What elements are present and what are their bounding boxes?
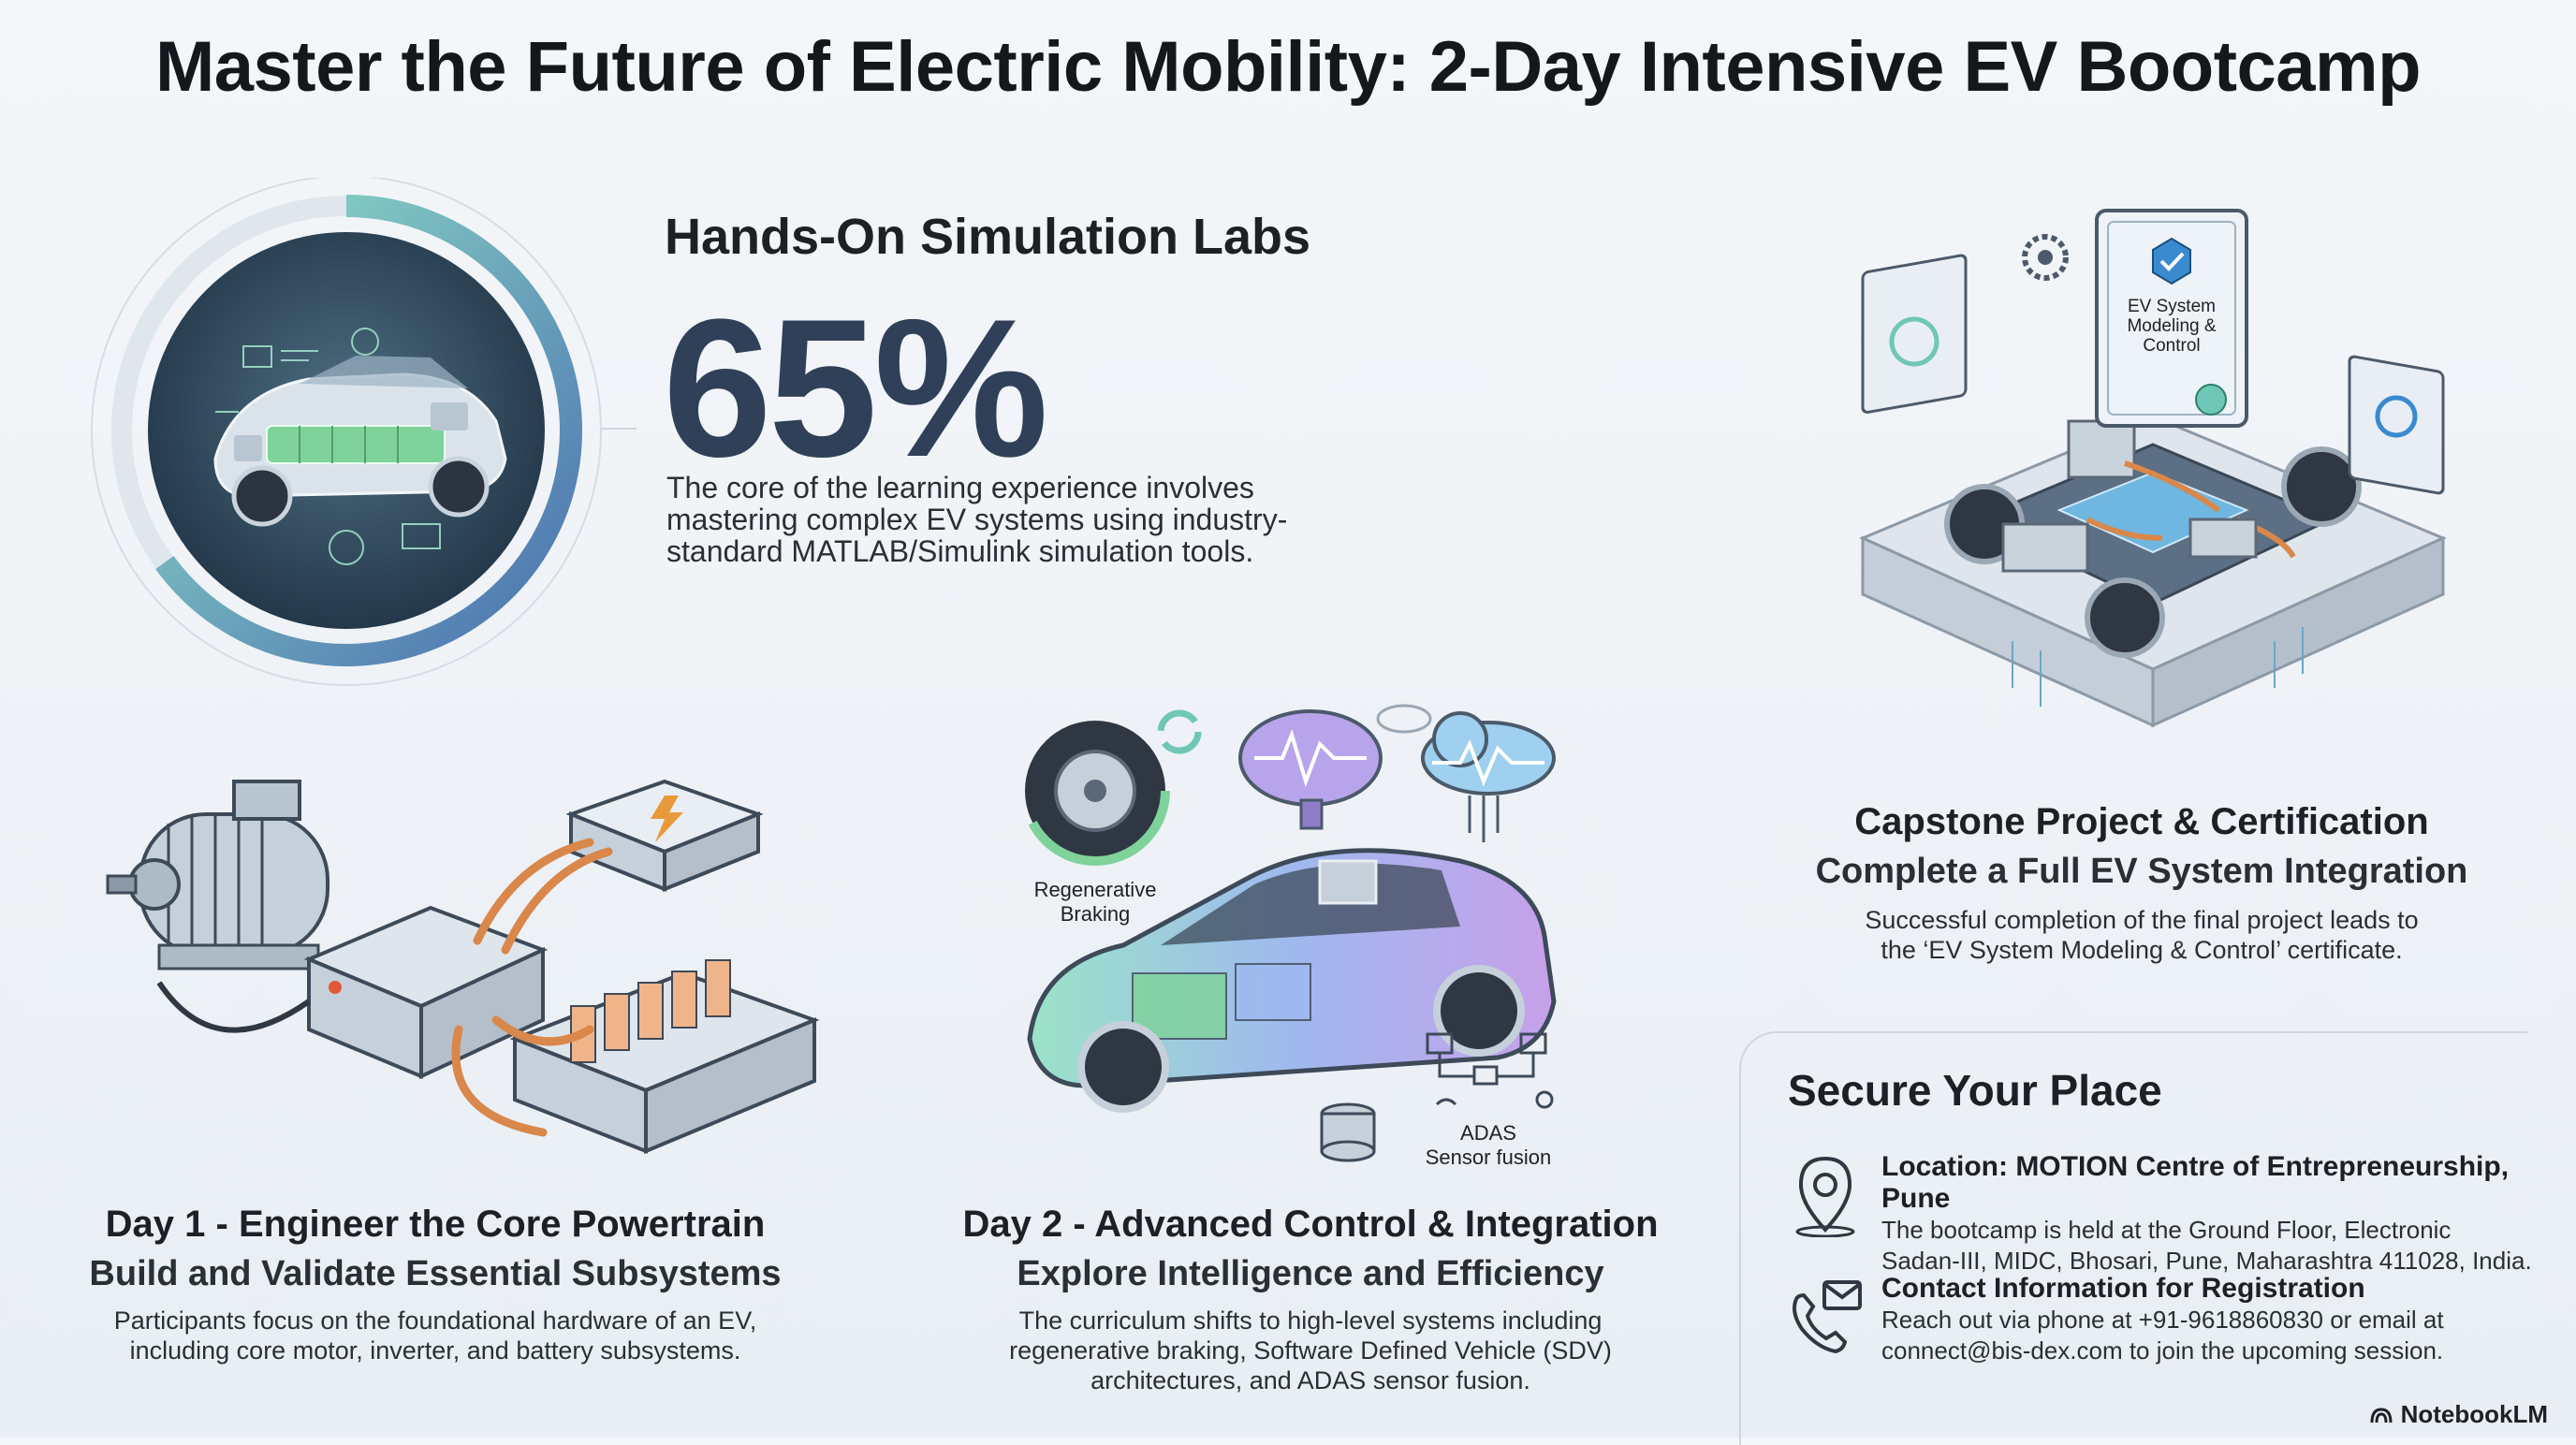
capstone-illustration: EV System Modeling & Control [1859, 209, 2447, 728]
adas-label-2: Sensor fusion [1426, 1146, 1552, 1169]
adas-sensor-icon [1426, 1032, 1554, 1109]
map-pin-icon [1795, 1156, 1855, 1237]
regen-label-2: Braking [1061, 902, 1131, 926]
capstone-body-1: Successful completion of the final proje… [1865, 906, 2419, 934]
inverter-icon [303, 905, 549, 1080]
simulation-car-icon [213, 356, 507, 527]
day1-body-2: including core motor, inverter, and batt… [129, 1336, 741, 1365]
day2-intelligent-car-illustration: Regenerative Braking ADAS [1020, 704, 1557, 1169]
cert-line-1: EV System [2128, 297, 2216, 316]
outer-ring [91, 178, 602, 686]
contact-block: Contact Information for Registration Rea… [1881, 1273, 2444, 1366]
regen-label-1: Regenerative [1034, 878, 1157, 901]
sdv-car-icon [1027, 848, 1557, 1113]
simulation-car-illustration [91, 178, 637, 686]
simulation-stat: 65% [663, 278, 1048, 498]
recycle-icon [1157, 709, 1202, 754]
day2-body-2: regenerative braking, Software Defined V… [1009, 1336, 1612, 1365]
brand-watermark: NotebookLM [2369, 1400, 2548, 1429]
day2-subheading: Explore Intelligence and Efficiency [1017, 1254, 1604, 1293]
day1-heading: Day 1 - Engineer the Core Powertrain [105, 1204, 766, 1245]
cloud-icon [1421, 711, 1556, 842]
small-cloud-icon [1376, 704, 1432, 734]
capstone-body-2: the ‘EV System Modeling & Control’ certi… [1881, 936, 2403, 964]
phone-mail-icon [1793, 1280, 1862, 1354]
location-label: Location: MOTION Centre of Entrepreneurs… [1881, 1151, 2510, 1214]
lightning-icon [651, 795, 683, 842]
notebooklm-logo-icon [2370, 1407, 2393, 1423]
simulation-body: The core of the learning experience invo… [666, 471, 1288, 568]
chip-icon [1318, 859, 1378, 905]
motor-icon [106, 780, 329, 971]
day1-body-1: Participants focus on the foundational h… [113, 1306, 757, 1335]
progress-arc [155, 195, 582, 666]
battery-pack-icon [509, 959, 820, 1154]
secure-heading: Secure Your Place [1788, 1066, 2162, 1115]
capstone-heading: Capstone Project & Certification [1854, 801, 2429, 842]
contact-line-2: connect@bis-dex.com to join the upcoming… [1881, 1336, 2444, 1365]
brand-label: NotebookLM [2400, 1400, 2548, 1428]
contact-line-1: Reach out via phone at +91-9618860830 or… [1881, 1306, 2444, 1334]
capstone-subheading: Complete a Full EV System Integration [1815, 852, 2468, 891]
brain-icon [1238, 709, 1383, 830]
adas-label-1: ADAS [1460, 1121, 1516, 1145]
location-block: Location: MOTION Centre of Entrepreneurs… [1881, 1151, 2576, 1277]
location-line-1: The bootcamp is held at the Ground Floor… [1881, 1216, 2452, 1244]
day2-body-3: architectures, and ADAS sensor fusion. [1090, 1366, 1530, 1394]
day2-heading: Day 2 - Advanced Control & Integration [962, 1204, 1659, 1245]
page-title: Master the Future of Electric Mobility: … [154, 27, 2422, 107]
database-icon [1320, 1102, 1376, 1162]
contact-label: Contact Information for Registration [1881, 1273, 2365, 1304]
secure-panel-border [1739, 1031, 2527, 1445]
cert-line-3: Control [2143, 336, 2200, 356]
day1-powertrain-illustration [106, 779, 820, 1154]
seal-icon [2195, 384, 2227, 416]
cert-line-2: Modeling & [2127, 316, 2216, 336]
certificate-icon [2095, 209, 2248, 428]
day1-subheading: Build and Validate Essential Subsystems [89, 1254, 782, 1293]
gear-icon [2022, 234, 2069, 281]
junction-box-icon [565, 779, 764, 892]
regenerative-braking-icon [1020, 716, 1170, 866]
simulation-heading: Hands-On Simulation Labs [665, 209, 1311, 265]
data-widgets [215, 328, 441, 565]
day2-body-1: The curriculum shifts to high-level syst… [1018, 1306, 1603, 1335]
location-line-2: Sadan-III, MIDC, Bhosari, Pune, Maharash… [1881, 1247, 2532, 1275]
